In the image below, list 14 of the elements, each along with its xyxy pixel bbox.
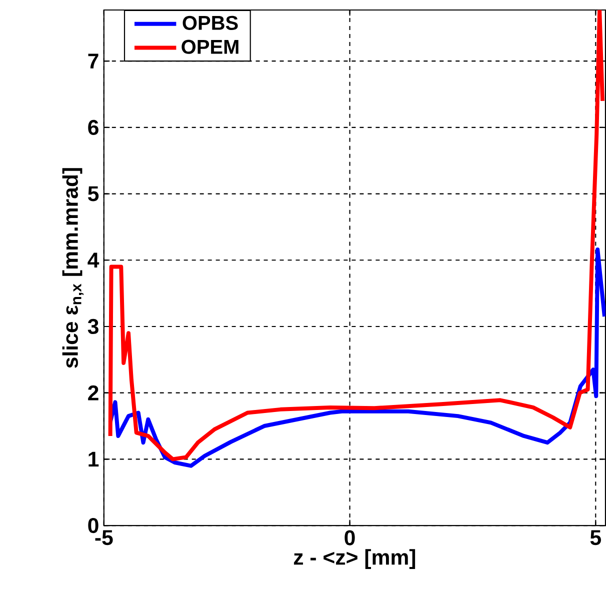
y-tick-label: 5: [88, 186, 99, 201]
y-tick-label: 6: [88, 120, 98, 135]
legend-label: OPBS: [182, 16, 238, 30]
line-series: [108, 10, 605, 461]
y-tick-label: 1: [88, 452, 99, 466]
x-tick-label: 5: [590, 530, 601, 545]
y-tick-label: 2: [88, 385, 98, 400]
y-tick-label: 7: [88, 54, 98, 68]
y-tick-label: 3: [88, 318, 98, 334]
x-axis-title: z - <z> [mm]: [294, 548, 416, 569]
x-tick-label: 0: [344, 530, 355, 546]
legend-label: OPEM: [182, 40, 238, 54]
y-axis-title: slice ε$_{n,x}$ [mm.mrad]: [62, 168, 84, 368]
y-tick-label: 4: [88, 252, 100, 268]
